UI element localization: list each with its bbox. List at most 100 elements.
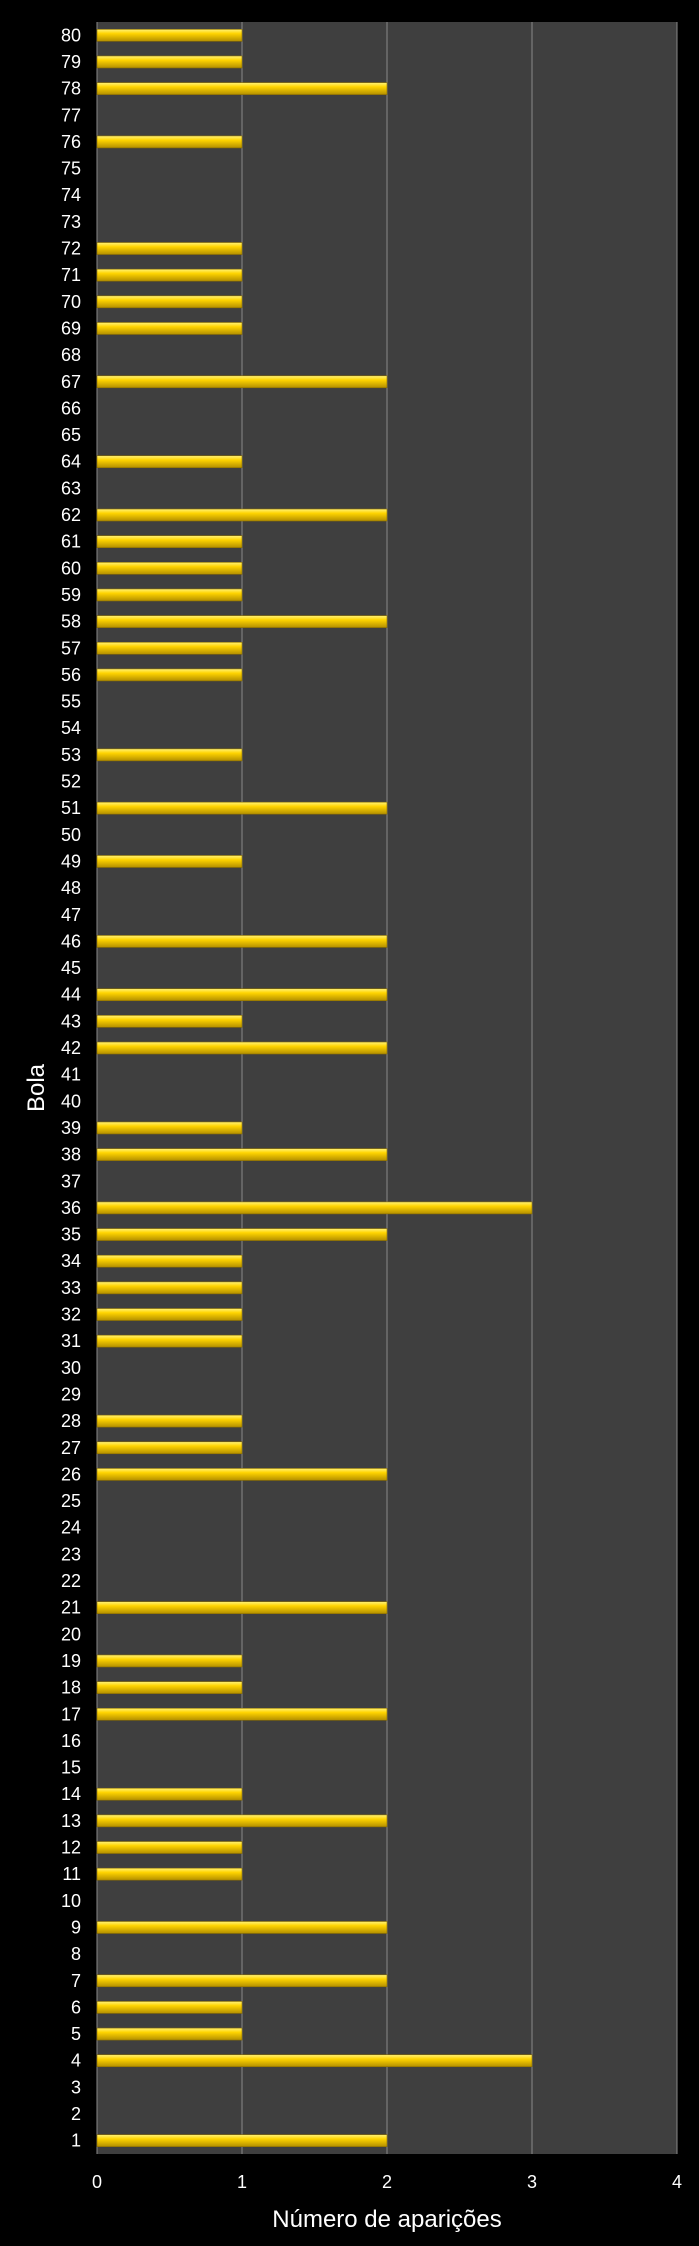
bar-35 xyxy=(96,1228,388,1241)
bar-79 xyxy=(96,55,243,69)
bar-1 xyxy=(96,2134,388,2147)
y-tick-label: 8 xyxy=(71,1944,81,1964)
y-tick-label: 72 xyxy=(61,239,81,259)
y-tick-label: 36 xyxy=(61,1198,81,1218)
bar-17 xyxy=(96,1707,388,1721)
bar-69 xyxy=(96,322,243,335)
bar-71 xyxy=(96,268,243,282)
bar-19 xyxy=(96,1654,243,1668)
bar-34 xyxy=(96,1254,243,1268)
x-tick-label: 1 xyxy=(237,2172,247,2192)
y-tick-label: 62 xyxy=(61,505,81,525)
bar-13 xyxy=(96,1814,388,1828)
bar-9 xyxy=(96,1921,388,1934)
y-tick-label: 56 xyxy=(61,665,81,685)
bar-5 xyxy=(96,2027,243,2041)
y-tick-label: 14 xyxy=(61,1784,81,1804)
x-tick-label: 3 xyxy=(527,2172,537,2192)
x-tick-label: 4 xyxy=(672,2172,682,2192)
bar-39 xyxy=(96,1121,243,1135)
y-tick-label: 26 xyxy=(61,1464,81,1484)
bar-31 xyxy=(96,1334,243,1348)
y-tick-label: 19 xyxy=(61,1651,81,1671)
bar-4 xyxy=(96,2054,533,2068)
y-tick-label: 4 xyxy=(71,2051,81,2071)
x-tick-labels: 0 1 2 3 4 xyxy=(92,2172,682,2192)
bar-26 xyxy=(96,1468,388,1481)
y-tick-label: 51 xyxy=(61,798,81,818)
y-tick-labels: 1234567891011121314151617181920212223242… xyxy=(61,25,81,2150)
y-tick-label: 63 xyxy=(61,478,81,498)
bar-28 xyxy=(96,1414,243,1428)
bar-44 xyxy=(96,988,388,1002)
y-tick-label: 42 xyxy=(61,1038,81,1058)
y-tick-label: 16 xyxy=(61,1731,81,1751)
bar-56 xyxy=(96,668,243,682)
bar-78 xyxy=(96,82,388,95)
y-tick-label: 35 xyxy=(61,1225,81,1245)
y-tick-label: 80 xyxy=(61,25,81,45)
y-tick-label: 30 xyxy=(61,1358,81,1378)
bar-27 xyxy=(96,1441,243,1455)
y-tick-label: 21 xyxy=(61,1598,81,1618)
y-tick-label: 32 xyxy=(61,1305,81,1325)
bar-62 xyxy=(96,508,388,522)
y-tick-label: 2 xyxy=(71,2104,81,2124)
y-tick-label: 73 xyxy=(61,212,81,232)
y-tick-label: 78 xyxy=(61,79,81,99)
x-tick-label: 0 xyxy=(92,2172,102,2192)
y-tick-label: 49 xyxy=(61,851,81,871)
y-tick-label: 64 xyxy=(61,452,81,472)
bar-11 xyxy=(96,1867,243,1881)
bar-46 xyxy=(96,935,388,948)
y-tick-label: 13 xyxy=(61,1811,81,1831)
y-tick-label: 38 xyxy=(61,1145,81,1165)
y-tick-label: 34 xyxy=(61,1251,81,1271)
bars xyxy=(96,29,533,2147)
bar-12 xyxy=(96,1841,243,1854)
y-tick-label: 33 xyxy=(61,1278,81,1298)
y-tick-label: 6 xyxy=(71,1997,81,2017)
bar-61 xyxy=(96,535,243,548)
y-tick-label: 59 xyxy=(61,585,81,605)
y-tick-label: 69 xyxy=(61,318,81,338)
y-tick-label: 15 xyxy=(61,1758,81,1778)
y-tick-label: 5 xyxy=(71,2024,81,2044)
y-tick-label: 75 xyxy=(61,159,81,179)
y-tick-label: 67 xyxy=(61,372,81,392)
y-tick-label: 68 xyxy=(61,345,81,365)
bar-49 xyxy=(96,855,243,868)
bar-70 xyxy=(96,295,243,309)
y-tick-label: 43 xyxy=(61,1011,81,1031)
bar-57 xyxy=(96,641,243,655)
y-tick-label: 46 xyxy=(61,931,81,951)
y-tick-label: 7 xyxy=(71,1971,81,1991)
y-tick-label: 44 xyxy=(61,985,81,1005)
x-tick-label: 2 xyxy=(382,2172,392,2192)
y-tick-label: 9 xyxy=(71,1917,81,1937)
y-tick-label: 66 xyxy=(61,398,81,418)
y-tick-label: 28 xyxy=(61,1411,81,1431)
y-tick-label: 27 xyxy=(61,1438,81,1458)
y-tick-label: 55 xyxy=(61,692,81,712)
y-tick-label: 50 xyxy=(61,825,81,845)
x-axis-title: Número de aparições xyxy=(272,2206,501,2233)
y-tick-label: 40 xyxy=(61,1091,81,1111)
y-tick-label: 37 xyxy=(61,1171,81,1191)
bar-7 xyxy=(96,1974,388,1988)
y-tick-label: 17 xyxy=(61,1704,81,1724)
y-tick-label: 58 xyxy=(61,612,81,632)
y-tick-label: 10 xyxy=(61,1891,81,1911)
bar-53 xyxy=(96,748,243,762)
y-tick-label: 76 xyxy=(61,132,81,152)
y-tick-label: 48 xyxy=(61,878,81,898)
bar-42 xyxy=(96,1041,388,1055)
y-tick-label: 24 xyxy=(61,1518,81,1538)
bar-33 xyxy=(96,1281,243,1295)
bar-36 xyxy=(96,1201,533,1215)
y-tick-label: 1 xyxy=(71,2131,81,2151)
y-tick-label: 74 xyxy=(61,185,81,205)
bar-32 xyxy=(96,1308,243,1321)
